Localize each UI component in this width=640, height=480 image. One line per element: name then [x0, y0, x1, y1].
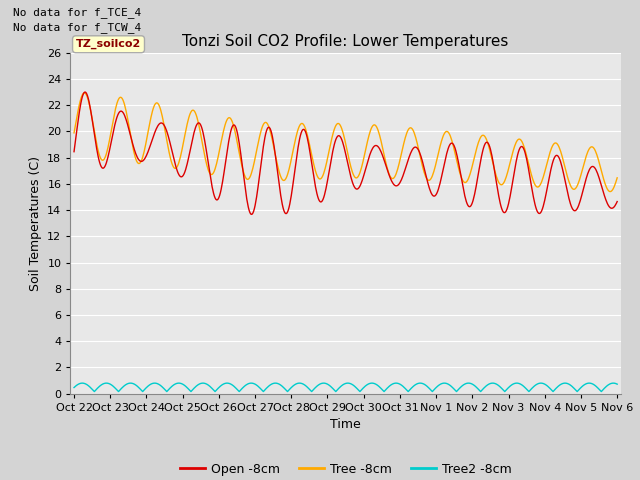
Tree -8cm — [70, 130, 78, 136]
Legend: Open -8cm, Tree -8cm, Tree2 -8cm: Open -8cm, Tree -8cm, Tree2 -8cm — [175, 458, 516, 480]
Open -8cm — [392, 183, 399, 189]
Tree -8cm — [214, 157, 221, 163]
Line: Open -8cm: Open -8cm — [74, 92, 617, 215]
Tree2 -8cm — [613, 381, 621, 387]
Open -8cm — [613, 199, 621, 204]
Y-axis label: Soil Temperatures (C): Soil Temperatures (C) — [29, 156, 42, 291]
Tree -8cm — [391, 174, 399, 180]
Open -8cm — [339, 139, 346, 145]
Tree2 -8cm — [79, 380, 86, 386]
Tree -8cm — [81, 90, 88, 96]
Open -8cm — [248, 212, 255, 217]
Open -8cm — [445, 144, 452, 149]
Open -8cm — [190, 130, 198, 136]
Line: Tree -8cm: Tree -8cm — [74, 93, 617, 192]
Tree2 -8cm — [214, 386, 221, 392]
Tree2 -8cm — [564, 381, 572, 387]
Tree2 -8cm — [70, 384, 78, 390]
Open -8cm — [214, 197, 221, 203]
Tree -8cm — [613, 175, 621, 180]
Tree -8cm — [190, 108, 198, 113]
X-axis label: Time: Time — [330, 418, 361, 431]
Open -8cm — [565, 195, 573, 201]
Open -8cm — [81, 89, 89, 95]
Tree2 -8cm — [391, 380, 399, 386]
Tree2 -8cm — [444, 381, 452, 387]
Tree2 -8cm — [190, 385, 198, 391]
Tree2 -8cm — [338, 383, 346, 388]
Open -8cm — [70, 149, 78, 155]
Text: TZ_soilco2: TZ_soilco2 — [76, 39, 141, 49]
Tree -8cm — [338, 126, 346, 132]
Tree -8cm — [444, 129, 452, 135]
Text: No data for f_TCW_4: No data for f_TCW_4 — [13, 22, 141, 33]
Title: Tonzi Soil CO2 Profile: Lower Temperatures: Tonzi Soil CO2 Profile: Lower Temperatur… — [182, 34, 509, 49]
Text: No data for f_TCE_4: No data for f_TCE_4 — [13, 7, 141, 18]
Tree2 -8cm — [573, 389, 581, 395]
Line: Tree2 -8cm: Tree2 -8cm — [74, 383, 617, 392]
Tree -8cm — [564, 176, 572, 182]
Tree -8cm — [607, 189, 614, 194]
